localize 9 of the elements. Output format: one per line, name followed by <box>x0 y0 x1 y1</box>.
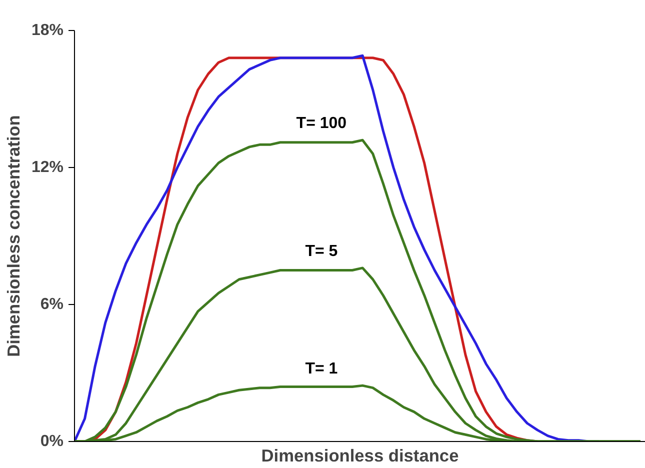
y-axis-title: Dimensionless concentration <box>3 115 24 357</box>
y-tick-label: 18% <box>31 22 64 39</box>
series-label: T= 5 <box>305 242 338 260</box>
y-tick-label: 12% <box>31 159 64 176</box>
y-tick-label: 6% <box>40 296 64 313</box>
series-label: T= 100 <box>296 115 347 132</box>
x-axis-title: Dimensionless distance <box>261 446 460 466</box>
y-tick-label: 0% <box>40 433 64 450</box>
series-label: T= 1 <box>305 360 338 378</box>
